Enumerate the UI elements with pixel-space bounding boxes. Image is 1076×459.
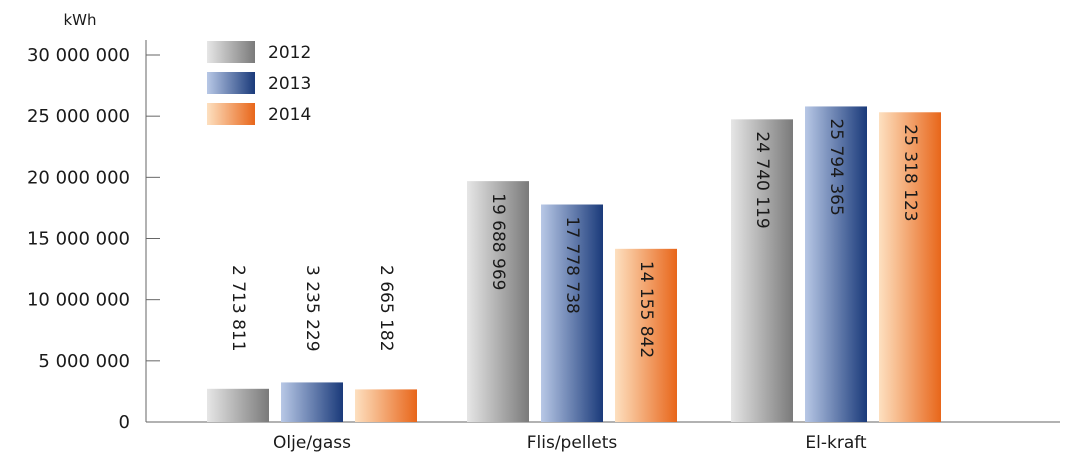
legend: 2012 2013 2014 [207,41,311,125]
y-tick-label: 0 [119,412,130,433]
bar-olje-gass-2014 [355,389,417,422]
bar-value-label: 3 235 229 [302,265,322,352]
bar-olje-gass-2013 [281,382,343,422]
y-tick-label: 20 000 000 [27,167,130,188]
bar-el-kraft-2013 [805,106,867,422]
bar-olje-gass-2012 [207,388,269,422]
bar-value-label: 25 318 123 [900,124,920,221]
bar-value-label: 19 688 969 [488,193,508,290]
y-axis-ticks: 0 5 000 000 10 000 000 15 000 000 20 000 000… [27,45,160,433]
bar-value-label: 24 740 119 [752,131,772,228]
y-tick-label: 10 000 000 [27,290,130,311]
bar-el-kraft-2012 [731,119,793,422]
legend-swatch-2014 [207,103,255,125]
bar-el-kraft-2014 [879,112,941,422]
y-tick-label: 15 000 000 [27,229,130,250]
bar-flis-pellets-2013 [541,204,603,422]
bar-flis-pellets-2012 [467,181,529,422]
x-category-label: Flis/pellets [527,433,618,453]
legend-label-2014: 2014 [268,105,311,125]
x-category-label: Olje/gass [273,433,351,453]
x-axis-labels: Olje/gass Flis/pellets El-kraft [273,433,867,453]
legend-label-2013: 2013 [268,74,311,94]
legend-swatch-2013 [207,72,255,94]
bar-value-label: 14 155 842 [636,261,656,358]
bar-value-label: 2 713 811 [228,265,248,352]
y-tick-label: 5 000 000 [38,351,130,372]
bar-flis-pellets-2014 [615,248,677,422]
y-axis-unit-label: kWh [63,11,96,29]
bar-value-label: 25 794 365 [826,118,846,215]
bars: 2 713 811 3 235 229 2 665 182 19 688 969 17 … [207,106,941,422]
legend-swatch-2012 [207,41,255,63]
x-category-label: El-kraft [805,433,867,453]
y-tick-label: 30 000 000 [27,45,130,66]
legend-label-2012: 2012 [268,43,311,63]
y-tick-label: 25 000 000 [27,106,130,127]
bar-value-label: 17 778 738 [562,217,582,314]
bar-value-label: 2 665 182 [376,265,396,352]
